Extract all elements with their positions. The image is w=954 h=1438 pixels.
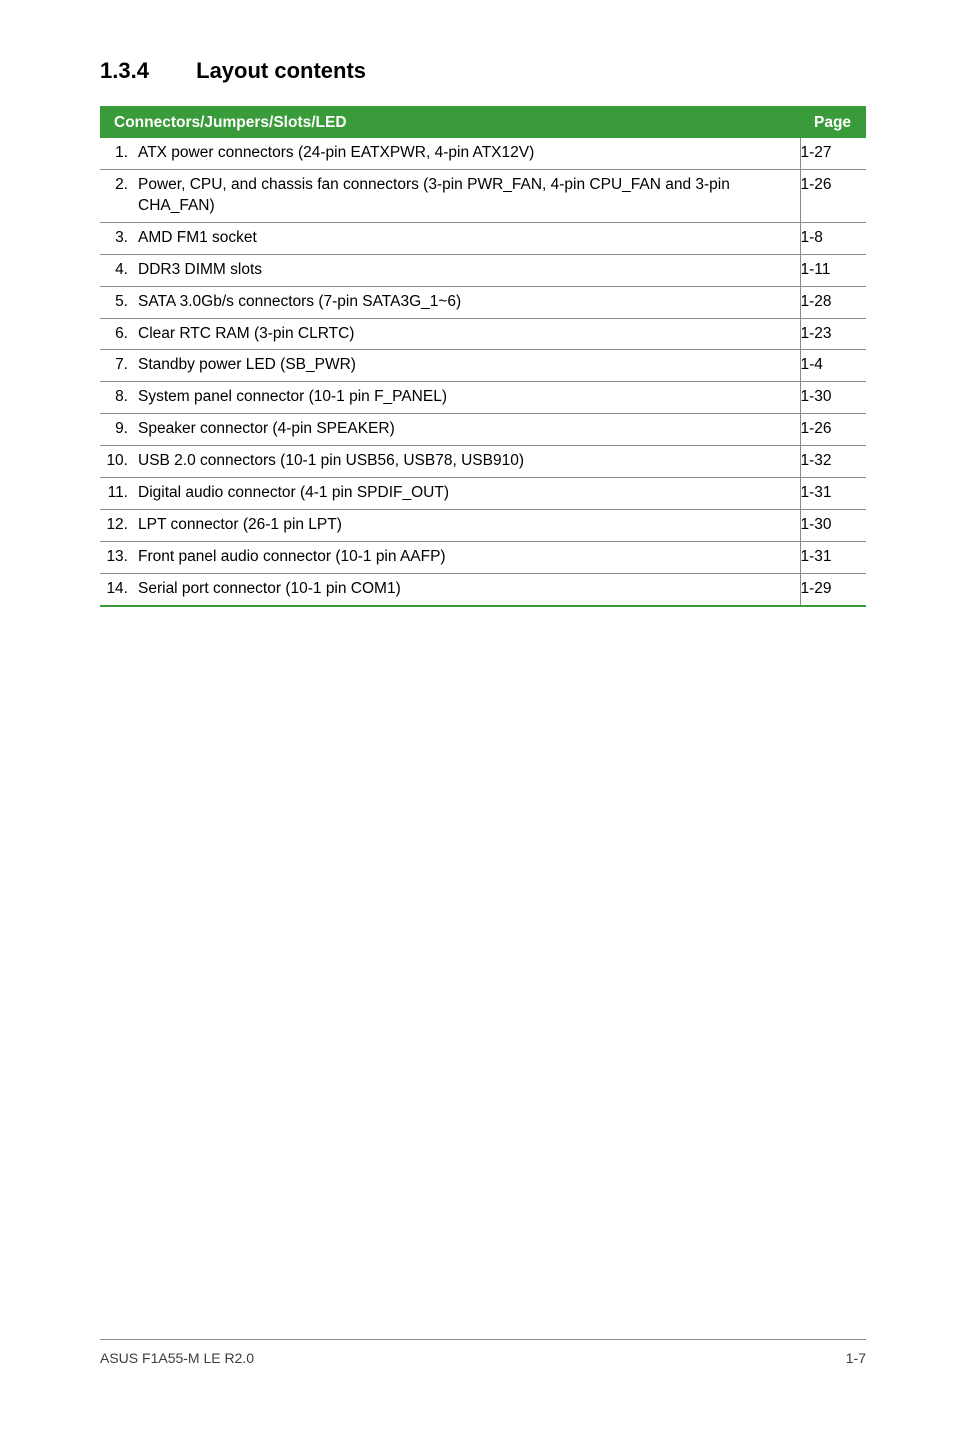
row-desc: USB 2.0 connectors (10-1 pin USB56, USB7… — [138, 446, 800, 478]
row-desc: Front panel audio connector (10-1 pin AA… — [138, 541, 800, 573]
row-page: 1-31 — [800, 478, 866, 510]
row-number: 5. — [100, 286, 138, 318]
page-footer: ASUS F1A55-M LE R2.0 1-7 — [100, 1339, 866, 1366]
row-number: 10. — [100, 446, 138, 478]
row-number: 13. — [100, 541, 138, 573]
row-desc: Standby power LED (SB_PWR) — [138, 350, 800, 382]
section-number: 1.3.4 — [100, 58, 190, 84]
row-desc: Power, CPU, and chassis fan connectors (… — [138, 169, 800, 222]
row-page: 1-30 — [800, 510, 866, 542]
page-body: 1.3.4 Layout contents Connectors/Jumpers… — [0, 0, 954, 607]
row-page: 1-31 — [800, 541, 866, 573]
row-desc: Speaker connector (4-pin SPEAKER) — [138, 414, 800, 446]
row-desc: Digital audio connector (4-1 pin SPDIF_O… — [138, 478, 800, 510]
row-desc: System panel connector (10-1 pin F_PANEL… — [138, 382, 800, 414]
row-page: 1-30 — [800, 382, 866, 414]
table-row: 8.System panel connector (10-1 pin F_PAN… — [100, 382, 866, 414]
row-page: 1-26 — [800, 414, 866, 446]
row-number: 7. — [100, 350, 138, 382]
footer-left: ASUS F1A55-M LE R2.0 — [100, 1350, 254, 1366]
table-row: 13.Front panel audio connector (10-1 pin… — [100, 541, 866, 573]
table-header-row: Connectors/Jumpers/Slots/LED Page — [100, 107, 866, 138]
table-row: 3.AMD FM1 socket1-8 — [100, 222, 866, 254]
row-page: 1-27 — [800, 138, 866, 169]
row-desc: LPT connector (26-1 pin LPT) — [138, 510, 800, 542]
row-page: 1-8 — [800, 222, 866, 254]
table-row: 9.Speaker connector (4-pin SPEAKER)1-26 — [100, 414, 866, 446]
row-number: 14. — [100, 573, 138, 605]
row-number: 2. — [100, 169, 138, 222]
row-number: 11. — [100, 478, 138, 510]
row-number: 6. — [100, 318, 138, 350]
row-page: 1-32 — [800, 446, 866, 478]
table-row: 6.Clear RTC RAM (3-pin CLRTC)1-23 — [100, 318, 866, 350]
row-desc: DDR3 DIMM slots — [138, 254, 800, 286]
table-row: 12.LPT connector (26-1 pin LPT)1-30 — [100, 510, 866, 542]
layout-contents-table: Connectors/Jumpers/Slots/LED Page 1.ATX … — [100, 106, 866, 607]
header-desc: Connectors/Jumpers/Slots/LED — [100, 107, 800, 138]
table-row: 10.USB 2.0 connectors (10-1 pin USB56, U… — [100, 446, 866, 478]
section-heading: 1.3.4 Layout contents — [100, 58, 866, 84]
row-number: 3. — [100, 222, 138, 254]
footer-right: 1-7 — [846, 1350, 866, 1366]
table-row: 7.Standby power LED (SB_PWR)1-4 — [100, 350, 866, 382]
row-page: 1-26 — [800, 169, 866, 222]
table-row: 1.ATX power connectors (24-pin EATXPWR, … — [100, 138, 866, 169]
row-number: 4. — [100, 254, 138, 286]
row-number: 1. — [100, 138, 138, 169]
row-page: 1-11 — [800, 254, 866, 286]
table-row: 4.DDR3 DIMM slots1-11 — [100, 254, 866, 286]
row-desc: Clear RTC RAM (3-pin CLRTC) — [138, 318, 800, 350]
section-title: Layout contents — [196, 58, 366, 83]
row-number: 12. — [100, 510, 138, 542]
row-desc: Serial port connector (10-1 pin COM1) — [138, 573, 800, 605]
row-desc: ATX power connectors (24-pin EATXPWR, 4-… — [138, 138, 800, 169]
table-row: 2.Power, CPU, and chassis fan connectors… — [100, 169, 866, 222]
row-page: 1-28 — [800, 286, 866, 318]
row-number: 9. — [100, 414, 138, 446]
row-desc: AMD FM1 socket — [138, 222, 800, 254]
row-desc: SATA 3.0Gb/s connectors (7-pin SATA3G_1~… — [138, 286, 800, 318]
header-page: Page — [800, 107, 866, 138]
table-row: 5.SATA 3.0Gb/s connectors (7-pin SATA3G_… — [100, 286, 866, 318]
table-row: 11.Digital audio connector (4-1 pin SPDI… — [100, 478, 866, 510]
row-page: 1-23 — [800, 318, 866, 350]
row-page: 1-29 — [800, 573, 866, 605]
row-page: 1-4 — [800, 350, 866, 382]
table-row: 14.Serial port connector (10-1 pin COM1)… — [100, 573, 866, 605]
row-number: 8. — [100, 382, 138, 414]
